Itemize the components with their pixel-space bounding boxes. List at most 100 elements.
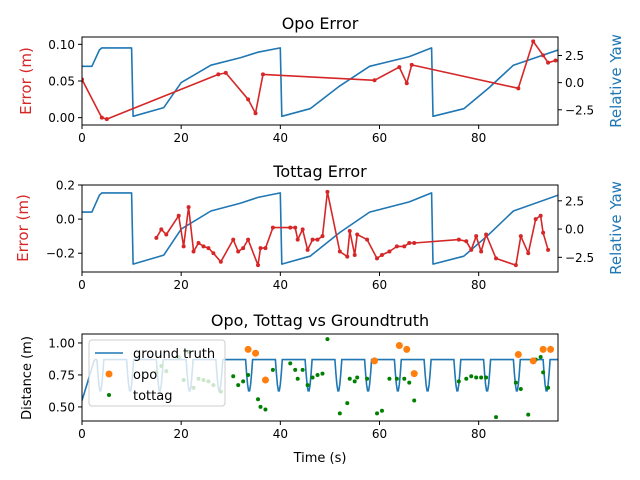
tottag-point: [355, 375, 360, 380]
error-point: [407, 241, 412, 245]
opo-point: [529, 357, 537, 365]
error-point: [246, 97, 251, 102]
error-point: [412, 241, 417, 245]
plot-content: [82, 39, 558, 122]
tottag-point: [375, 411, 380, 416]
error-point: [394, 244, 399, 249]
error-point: [553, 58, 558, 63]
error-point: [258, 246, 263, 251]
x-tick-label: 60: [372, 278, 387, 292]
tottag-point: [270, 367, 275, 372]
error-point: [365, 237, 370, 242]
error-point: [518, 234, 523, 239]
error-point: [546, 247, 551, 252]
error-point: [201, 244, 206, 249]
error-point: [176, 213, 181, 218]
opo-point: [514, 350, 522, 358]
y-ticks-left: 1.00 0.75 0.50: [48, 336, 82, 414]
tottag-point: [295, 376, 300, 381]
legend-label-ground-truth: ground truth: [133, 347, 215, 362]
y-axis-label-right: Relative Yaw: [607, 34, 625, 128]
error-point: [236, 249, 241, 254]
opo-point: [410, 370, 418, 378]
tottag-point: [402, 376, 407, 381]
legend-label-tottag: tottag: [133, 389, 172, 404]
error-point: [516, 86, 521, 91]
plot-frame: [81, 333, 559, 422]
error-point: [288, 225, 293, 230]
panel-opo-tottag-vs-groundtruth: Opo, Tottag vs Groundtruth 0 20 40 60 80 1.0…: [20, 311, 559, 466]
y-tick-label-right: −2.5: [565, 103, 594, 117]
error-point: [246, 237, 251, 242]
error-point: [300, 227, 305, 232]
error-point: [375, 256, 380, 261]
tottag-point: [394, 376, 399, 381]
error-point: [231, 237, 236, 242]
plot-content: [82, 189, 558, 268]
panel-tottag-error: Tottag Error 0 20 40 60 80 0.2 0.0 −0.2 2.5 0.0…: [14, 162, 625, 292]
x-tick-label: 60: [372, 427, 387, 441]
tottag-point: [387, 376, 392, 381]
x-axis-label: Time (s): [293, 451, 347, 466]
opo-point: [244, 345, 252, 353]
chart-title: Opo Error: [282, 14, 359, 33]
tottag-point: [365, 376, 370, 381]
error-point: [216, 72, 221, 77]
legend-swatch-tottag: [107, 393, 111, 397]
opo-point: [547, 345, 555, 353]
error-point: [469, 247, 474, 252]
y-tick-label: 1.00: [48, 336, 75, 350]
error-point: [253, 111, 258, 116]
error-point: [533, 217, 538, 222]
tottag-point: [300, 367, 305, 372]
y-ticks-left: 0.2 0.0 −0.2: [46, 179, 82, 261]
tottag-point: [310, 375, 315, 380]
x-tick-label: 20: [174, 278, 189, 292]
error-point: [531, 39, 536, 44]
tottag-point: [456, 379, 461, 384]
tottag-point: [288, 361, 293, 366]
tottag-point: [241, 379, 246, 384]
tottag-point: [256, 397, 261, 402]
y-tick-label: 0.2: [56, 179, 75, 193]
legend-box: [88, 339, 226, 407]
tottag-point: [325, 337, 330, 342]
error-point: [484, 232, 489, 237]
relative-yaw-line: [82, 192, 558, 265]
panel-opo-error: Opo Error 0 20 40 60 80 0.00 0.05 0.10 2.5 0.0 −…: [17, 14, 625, 145]
error-point: [270, 225, 275, 230]
error-point: [372, 78, 377, 83]
error-point: [196, 241, 201, 245]
tottag-point: [464, 376, 469, 381]
legend-swatch-opo: [105, 370, 113, 378]
y-tick-label-right: 2.5: [565, 194, 584, 208]
x-tick-label: 80: [471, 131, 486, 145]
tottag-point: [315, 372, 320, 377]
y-tick-label-right: 2.5: [565, 49, 584, 63]
tottag-point: [518, 387, 523, 392]
x-tick-label: 40: [273, 427, 288, 441]
error-point: [223, 70, 228, 75]
tottag-point: [347, 376, 352, 381]
x-tick-label: 0: [78, 131, 86, 145]
tottag-point: [345, 401, 350, 406]
tottag-point: [526, 412, 531, 417]
opo-point: [371, 357, 379, 365]
x-tick-label: 40: [273, 131, 288, 145]
tottag-point: [469, 374, 474, 379]
y-tick-label-right: 0.0: [565, 223, 584, 237]
error-point: [99, 115, 104, 120]
error-point: [104, 117, 109, 122]
y-ticks-right: 2.5 0.0 −2.5: [558, 49, 594, 117]
error-point: [154, 235, 159, 240]
error-line: [82, 40, 556, 120]
y-tick-label-right: −2.5: [565, 251, 594, 265]
y-tick-label: −0.2: [46, 247, 75, 261]
tottag-point: [484, 375, 489, 380]
error-point: [320, 234, 325, 239]
error-point: [260, 72, 265, 77]
error-line: [155, 191, 549, 267]
error-point: [355, 232, 360, 237]
x-tick-label: 80: [471, 427, 486, 441]
x-ticks: 0 20 40 60 80: [78, 421, 486, 441]
